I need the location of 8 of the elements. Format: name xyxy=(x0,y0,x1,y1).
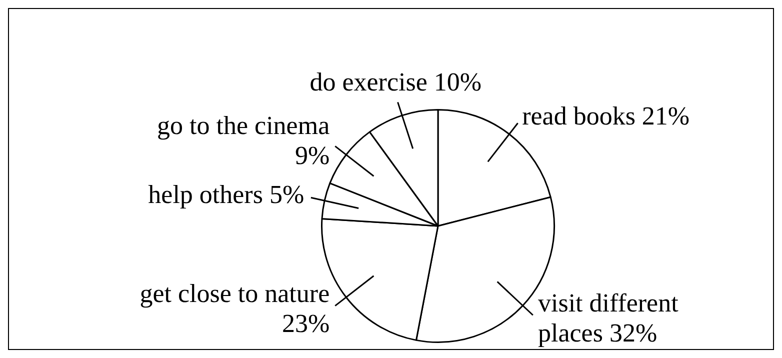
slice-label: read books 21% xyxy=(522,101,690,130)
slice-label: visit different places 32% xyxy=(538,288,680,348)
data-label: 23% xyxy=(282,308,330,338)
slice-label: go to the cinema xyxy=(157,110,330,140)
slice-label: help others 5% xyxy=(148,180,304,209)
data-label: 9% xyxy=(294,140,330,170)
slice-label: get close to nature xyxy=(140,278,330,308)
slice-label: do exercise 10% xyxy=(310,68,482,97)
